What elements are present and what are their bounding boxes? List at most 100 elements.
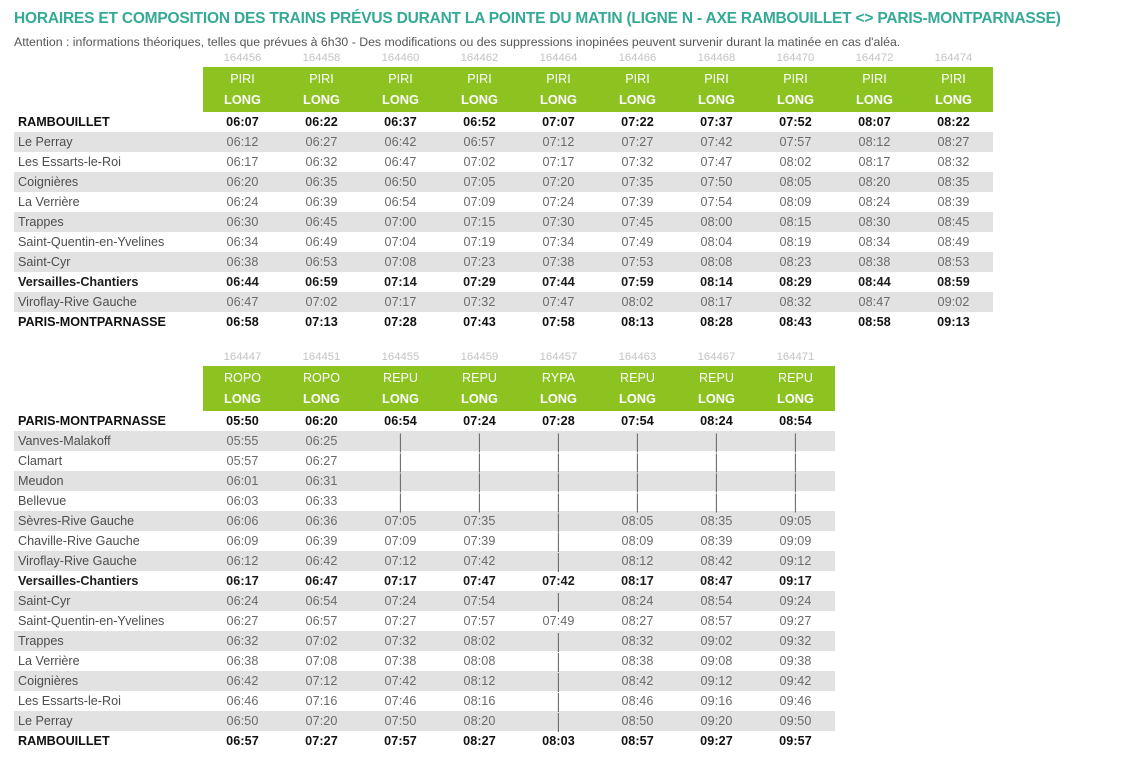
departure-time: 07:02 <box>463 155 496 169</box>
train-number[interactable]: 164460 <box>381 51 420 64</box>
departure-time: 06:42 <box>203 671 282 691</box>
train-composition: LONG <box>756 89 835 112</box>
train-number[interactable]: 164471 <box>776 350 815 363</box>
train-number[interactable]: 164468 <box>697 51 736 64</box>
departure-time-nonstop: | <box>440 490 519 511</box>
train-number[interactable]: 164451 <box>302 350 341 363</box>
train-number[interactable]: 164463 <box>618 350 657 363</box>
table-row: PARIS-MONTPARNASSE 05:50 06:20 06:54 07:24 07… <box>14 411 835 431</box>
nonstop-marker-icon: | <box>556 548 561 573</box>
mission-code: REPU <box>598 366 677 388</box>
nonstop-marker-icon: | <box>556 648 561 673</box>
departure-time-nonstop: | <box>519 628 598 653</box>
train-number[interactable]: 164458 <box>302 51 341 64</box>
nonstop-marker-icon: | <box>477 428 482 453</box>
departure-time: 07:53 <box>598 252 677 272</box>
composition-row-spacer <box>14 388 203 411</box>
mission-code: PIRI <box>756 67 835 89</box>
station-name: Saint-Cyr <box>14 591 203 611</box>
mission-code: PIRI <box>677 67 756 89</box>
nonstop-marker-icon: | <box>556 708 561 733</box>
station-name: Coignières <box>14 172 203 192</box>
train-number[interactable]: 164472 <box>855 51 894 64</box>
train-number[interactable]: 164447 <box>223 350 262 363</box>
departure-time: 06:38 <box>226 654 259 668</box>
departure-time: 06:42 <box>361 132 440 152</box>
train-number[interactable]: 164457 <box>539 350 578 363</box>
departure-time: 08:32 <box>937 155 970 169</box>
table-row: Chaville-Rive Gauche 06:09 06:39 07:09 07:39… <box>14 528 835 553</box>
mission-code: REPU <box>677 366 756 388</box>
train-number[interactable]: 164462 <box>460 51 499 64</box>
departure-time: 08:22 <box>937 115 970 129</box>
departure-time: 09:13 <box>937 315 970 329</box>
departure-time: 06:24 <box>203 591 282 611</box>
departure-time-nonstop: | <box>519 548 598 573</box>
nonstop-marker-icon: | <box>556 528 561 553</box>
station-name: Les Essarts-le-Roi <box>18 694 121 708</box>
departure-time: 06:32 <box>305 155 338 169</box>
station-name: Meudon <box>14 471 203 491</box>
departure-time: 07:27 <box>384 614 417 628</box>
table-row: Saint-Quentin-en-Yvelines 06:27 06:57 07:27… <box>14 611 835 631</box>
departure-time-nonstop: | <box>598 490 677 511</box>
departure-time: 07:27 <box>598 132 677 152</box>
departure-time: 09:42 <box>756 671 835 691</box>
departure-time: 07:57 <box>756 132 835 152</box>
departure-time: 07:49 <box>542 614 575 628</box>
train-number[interactable]: 164467 <box>697 350 736 363</box>
departure-time: 06:38 <box>203 252 282 272</box>
train-number[interactable]: 164455 <box>381 350 420 363</box>
departure-time: 07:43 <box>463 315 496 329</box>
departure-time: 06:27 <box>226 614 259 628</box>
table-row: RAMBOUILLET 06:57 07:27 07:57 08:27 08:03 08:5… <box>14 731 835 751</box>
departure-time: 07:02 <box>282 292 361 312</box>
train-composition: LONG <box>914 89 993 112</box>
mission-code: RYPA <box>519 366 598 388</box>
departure-time: 09:17 <box>779 574 812 588</box>
train-number[interactable]: 164464 <box>539 51 578 64</box>
table-row: PARIS-MONTPARNASSE 06:58 07:13 07:28 07:43 07… <box>14 312 993 332</box>
departure-time: 08:47 <box>835 292 914 312</box>
departure-time: 08:57 <box>621 734 654 748</box>
departure-time-nonstop: | <box>598 450 677 471</box>
departure-time: 07:04 <box>384 235 417 249</box>
departure-time: 06:49 <box>305 235 338 249</box>
table-row: Coignières 06:20 06:35 06:50 07:05 07:20 07:35… <box>14 172 993 192</box>
departure-time: 08:44 <box>858 275 891 289</box>
departure-time: 08:19 <box>779 235 812 249</box>
train-number[interactable]: 164466 <box>618 51 657 64</box>
table-row: Trappes 06:32 07:02 07:32 08:02 | 08:32 09:02 09… <box>14 628 835 653</box>
timetable-rambouillet-to-paris: 164456 164458 164460 164462 164464 164466 1644… <box>14 49 1116 332</box>
departure-time: 06:20 <box>305 414 338 428</box>
mission-code: REPU <box>756 366 835 388</box>
train-number[interactable]: 164459 <box>460 350 499 363</box>
train-number[interactable]: 164470 <box>776 51 815 64</box>
nonstop-marker-icon: | <box>556 488 561 513</box>
train-composition: LONG <box>835 89 914 112</box>
nonstop-marker-icon: | <box>714 448 719 473</box>
page-header: HORAIRES ET COMPOSITION DES TRAINS PRÉVU… <box>0 0 1130 49</box>
mission-code-row: ROPO ROPO REPU REPU RYPA REPU REPU REPU <box>14 366 835 388</box>
departure-time: 07:39 <box>621 195 654 209</box>
timetable-1: 164447 164451 164455 164459 164457 164463 1644… <box>14 348 835 751</box>
nonstop-marker-icon: | <box>556 628 561 653</box>
page-subtitle: Attention : informations théoriques, tel… <box>14 35 901 49</box>
departure-time: 09:16 <box>700 694 733 708</box>
station-name: Viroflay-Rive Gauche <box>14 551 203 571</box>
departure-time: 06:37 <box>384 115 417 129</box>
departure-time: 07:08 <box>305 654 338 668</box>
timetable-paris-to-rambouillet: 164447 164451 164455 164459 164457 164463 1644… <box>14 348 1116 751</box>
departure-time: 07:49 <box>621 235 654 249</box>
departure-time: 06:33 <box>305 494 338 508</box>
departure-time: 08:28 <box>700 315 733 329</box>
nonstop-marker-icon: | <box>635 428 640 453</box>
departure-time-nonstop: | <box>598 428 677 453</box>
departure-time: 06:54 <box>282 591 361 611</box>
departure-time: 08:59 <box>937 275 970 289</box>
nonstop-marker-icon: | <box>556 688 561 713</box>
departure-time: 07:42 <box>361 671 440 691</box>
train-number[interactable]: 164456 <box>223 51 262 64</box>
departure-time-nonstop: | <box>519 470 598 491</box>
train-number[interactable]: 164474 <box>934 51 973 64</box>
